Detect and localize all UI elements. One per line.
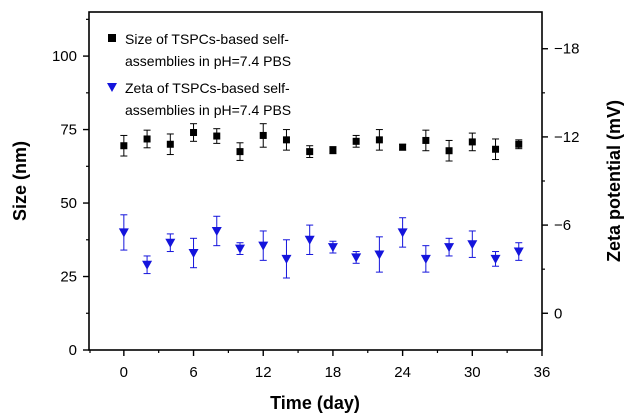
data-point-zeta (258, 241, 269, 251)
data-point-zeta (188, 249, 199, 259)
data-point-size (213, 132, 221, 140)
data-point-size (143, 135, 151, 143)
series-1 (118, 214, 524, 279)
data-point-zeta (142, 260, 153, 270)
x-tick-label: 0 (120, 364, 128, 381)
data-point-size (492, 145, 500, 153)
data-point-zeta (444, 243, 455, 253)
x-axis-title: Time (day) (270, 393, 360, 413)
data-point-size (166, 140, 174, 148)
data-point-size (259, 131, 267, 139)
right-y-tick-label: −18 (554, 41, 579, 58)
right-y-tick-label: −12 (554, 129, 579, 146)
data-point-size (422, 136, 430, 144)
x-tick-label: 30 (464, 364, 481, 381)
legend-marker-zeta (107, 83, 117, 92)
data-point-zeta (420, 254, 431, 264)
data-point-size (445, 147, 453, 155)
data-point-zeta (304, 235, 315, 245)
right-y-axis-title: Zeta potential (mV) (604, 100, 624, 262)
right-y-tick-label: −6 (554, 217, 571, 234)
data-point-size (352, 137, 360, 145)
data-point-zeta (165, 238, 176, 248)
x-tick-label: 12 (255, 364, 272, 381)
data-point-zeta (513, 247, 524, 257)
data-point-size (468, 138, 476, 146)
left-y-tick-label: 0 (69, 342, 77, 359)
data-point-size (282, 136, 290, 144)
data-point-zeta (467, 240, 478, 250)
x-tick-label: 36 (534, 364, 551, 381)
data-point-zeta (351, 253, 362, 263)
left-y-tick-label: 25 (60, 269, 77, 286)
x-tick-label: 6 (189, 364, 197, 381)
data-point-zeta (118, 228, 129, 238)
left-y-tick-label: 50 (60, 195, 77, 212)
data-point-size (329, 146, 337, 154)
data-point-zeta (490, 254, 501, 264)
data-point-size (236, 148, 244, 156)
series-0 (120, 123, 523, 162)
left-y-tick-label: 75 (60, 122, 77, 139)
data-point-size (375, 136, 383, 144)
data-point-size (190, 129, 198, 137)
data-point-zeta (374, 250, 385, 260)
legend-label-zeta-line2: assemblies in pH=7.4 PBS (125, 102, 291, 118)
legend: Size of TSPCs-based self- assemblies in … (107, 31, 291, 118)
right-y-tick-label: 0 (554, 305, 562, 322)
data-point-size (515, 140, 523, 148)
legend-label-size-line1: Size of TSPCs-based self- (125, 31, 289, 47)
data-point-zeta (281, 254, 292, 264)
x-tick-label: 24 (394, 364, 411, 381)
x-axis-ticks: 0 6 12 18 24 30 36 (89, 350, 551, 381)
left-y-axis-ticks: 0 25 50 75 100 (52, 18, 89, 359)
data-point-zeta (211, 226, 222, 236)
data-point-zeta (235, 244, 245, 254)
legend-marker-size (108, 34, 116, 42)
left-y-tick-label: 100 (52, 48, 77, 65)
data-point-zeta (327, 243, 338, 253)
data-series (118, 123, 524, 279)
right-y-axis-ticks: 0 −6 −12 −18 (542, 41, 579, 322)
data-point-size (120, 142, 128, 150)
data-point-size (399, 143, 407, 151)
x-tick-label: 18 (325, 364, 342, 381)
left-y-axis-title: Size (nm) (10, 141, 30, 221)
data-point-size (306, 148, 314, 156)
legend-label-zeta-line1: Zeta of TSPCs-based self- (125, 80, 290, 96)
data-point-zeta (397, 228, 408, 238)
legend-label-size-line2: assemblies in pH=7.4 PBS (125, 53, 291, 69)
